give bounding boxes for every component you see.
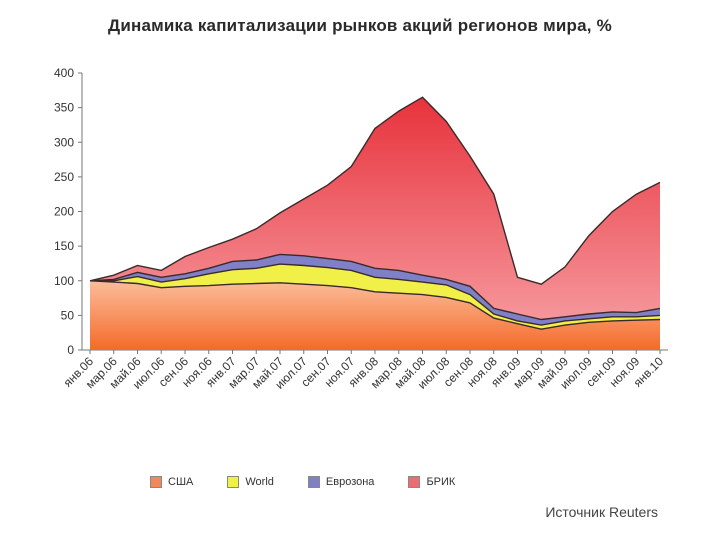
x-axis-ticks: янв.06мар.06май.06июл.06сен.06ноя.06янв.… [61, 350, 666, 392]
y-axis-ticks: 0 50 100 150 200 250 300 350 400 [54, 66, 82, 357]
chart-title: Динамика капитализации рынков акций реги… [108, 16, 612, 35]
legend-swatch [307, 476, 320, 488]
series-line-США [89, 280, 661, 330]
y-tick-label: 50 [61, 308, 75, 322]
legend-label: Еврозона [325, 476, 375, 488]
legend-label: World [245, 476, 274, 488]
y-tick-label: 350 [54, 101, 74, 115]
series-line-Еврозона [89, 253, 661, 321]
legend-label: БРИК [426, 476, 456, 488]
series-layer [89, 96, 661, 350]
legend-swatch [408, 476, 421, 488]
series-area-США [90, 280, 660, 350]
y-tick-label: 0 [67, 343, 74, 357]
series-line-БРИК [89, 96, 661, 285]
legend-label: США [168, 476, 194, 488]
y-tick-label: 400 [54, 66, 74, 80]
y-tick-label: 250 [54, 170, 74, 184]
legend-item: БРИК [408, 476, 455, 488]
y-tick-label: 100 [54, 274, 74, 288]
y-tick-label: 200 [54, 205, 74, 219]
legend-item: Еврозона [307, 476, 375, 488]
y-tick-label: 300 [54, 135, 74, 149]
legend: США World Еврозона БРИК [150, 476, 455, 488]
source-note: Источник Reuters [545, 504, 658, 520]
legend-item: World [227, 476, 274, 488]
legend-swatch [227, 476, 240, 488]
legend-swatch [150, 476, 162, 488]
y-tick-label: 150 [54, 239, 74, 253]
legend-item: США [150, 476, 193, 488]
series-line-World [90, 263, 661, 326]
